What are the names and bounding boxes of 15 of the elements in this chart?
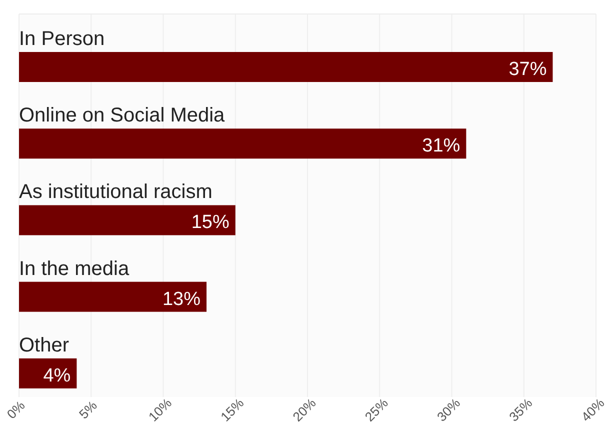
data-label: 4%	[43, 365, 71, 386]
y-tick-label: Online on Social Media	[19, 104, 226, 127]
x-tick-label: 40%	[578, 395, 608, 424]
y-tick-label: In Person	[19, 28, 105, 50]
x-tick-label: 35%	[506, 395, 536, 424]
data-label: 37%	[508, 59, 547, 80]
x-tick-label: 0%	[4, 398, 28, 422]
x-tick-label: 30%	[434, 395, 464, 424]
x-tick-label: 5%	[76, 398, 100, 422]
y-tick-label: Other	[19, 334, 70, 356]
data-label: 31%	[422, 136, 460, 157]
data-label: 13%	[162, 288, 201, 310]
data-label: 15%	[191, 212, 230, 234]
y-tick-label: As institutional racism	[19, 181, 212, 204]
y-tick-label: In the media	[19, 258, 130, 280]
